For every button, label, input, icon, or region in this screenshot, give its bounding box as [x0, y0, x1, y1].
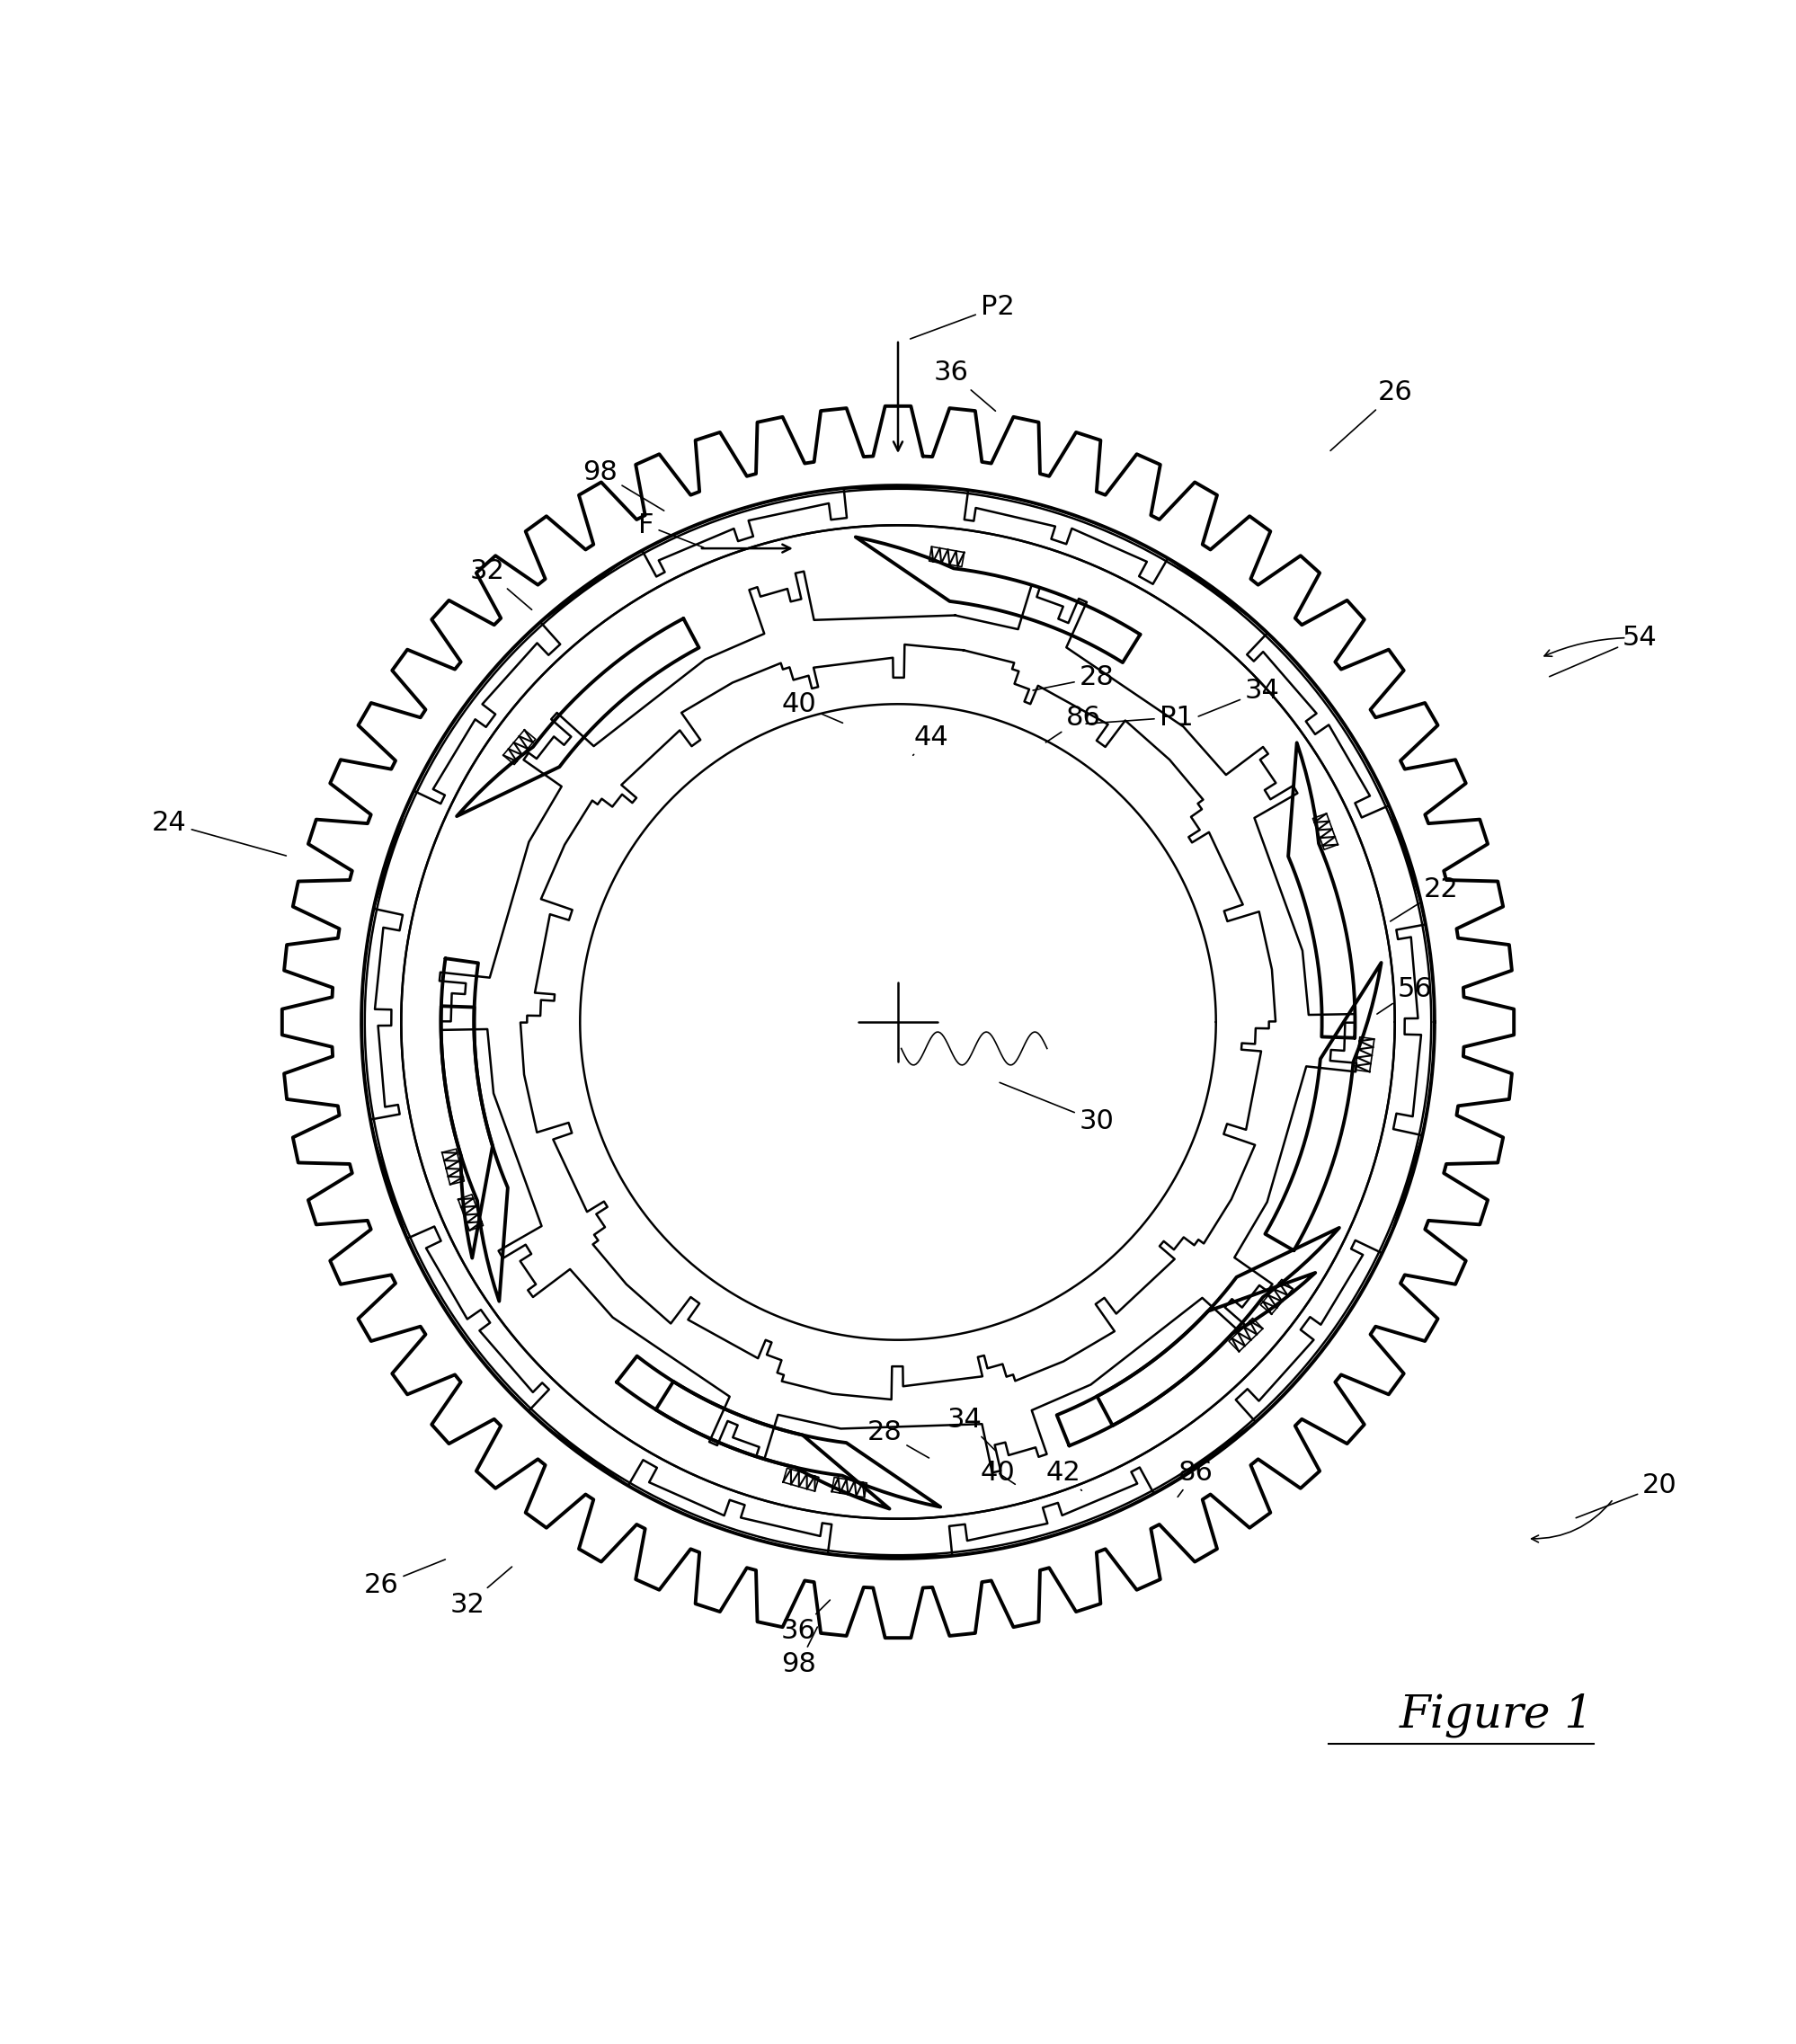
Text: 56: 56 — [1378, 975, 1431, 1014]
Text: 44: 44 — [912, 724, 948, 756]
Text: 42: 42 — [1047, 1459, 1081, 1490]
Text: 86: 86 — [1045, 705, 1101, 742]
Text: 98: 98 — [781, 1627, 817, 1678]
Text: P1: P1 — [1087, 705, 1193, 730]
Text: 36: 36 — [781, 1600, 830, 1645]
Text: 40: 40 — [781, 691, 842, 724]
Text: 86: 86 — [1178, 1459, 1214, 1496]
Text: 22: 22 — [1390, 877, 1458, 922]
Text: 30: 30 — [1000, 1083, 1114, 1134]
Text: 28: 28 — [867, 1421, 929, 1457]
Text: 54: 54 — [1550, 625, 1658, 677]
Text: 36: 36 — [934, 360, 995, 411]
Text: 26: 26 — [1331, 380, 1412, 450]
Text: 20: 20 — [1575, 1472, 1677, 1519]
Text: 98: 98 — [582, 460, 665, 511]
Text: 28: 28 — [1033, 664, 1114, 691]
Text: Figure 1: Figure 1 — [1399, 1692, 1593, 1737]
Text: 34: 34 — [1198, 679, 1281, 715]
Text: P2: P2 — [911, 294, 1015, 339]
Text: 32: 32 — [471, 558, 532, 609]
Text: 32: 32 — [451, 1568, 512, 1619]
Text: 34: 34 — [946, 1406, 995, 1451]
Text: 24: 24 — [153, 809, 286, 856]
Text: 26: 26 — [365, 1560, 445, 1598]
Text: 40: 40 — [981, 1459, 1015, 1486]
Text: F: F — [638, 513, 704, 548]
